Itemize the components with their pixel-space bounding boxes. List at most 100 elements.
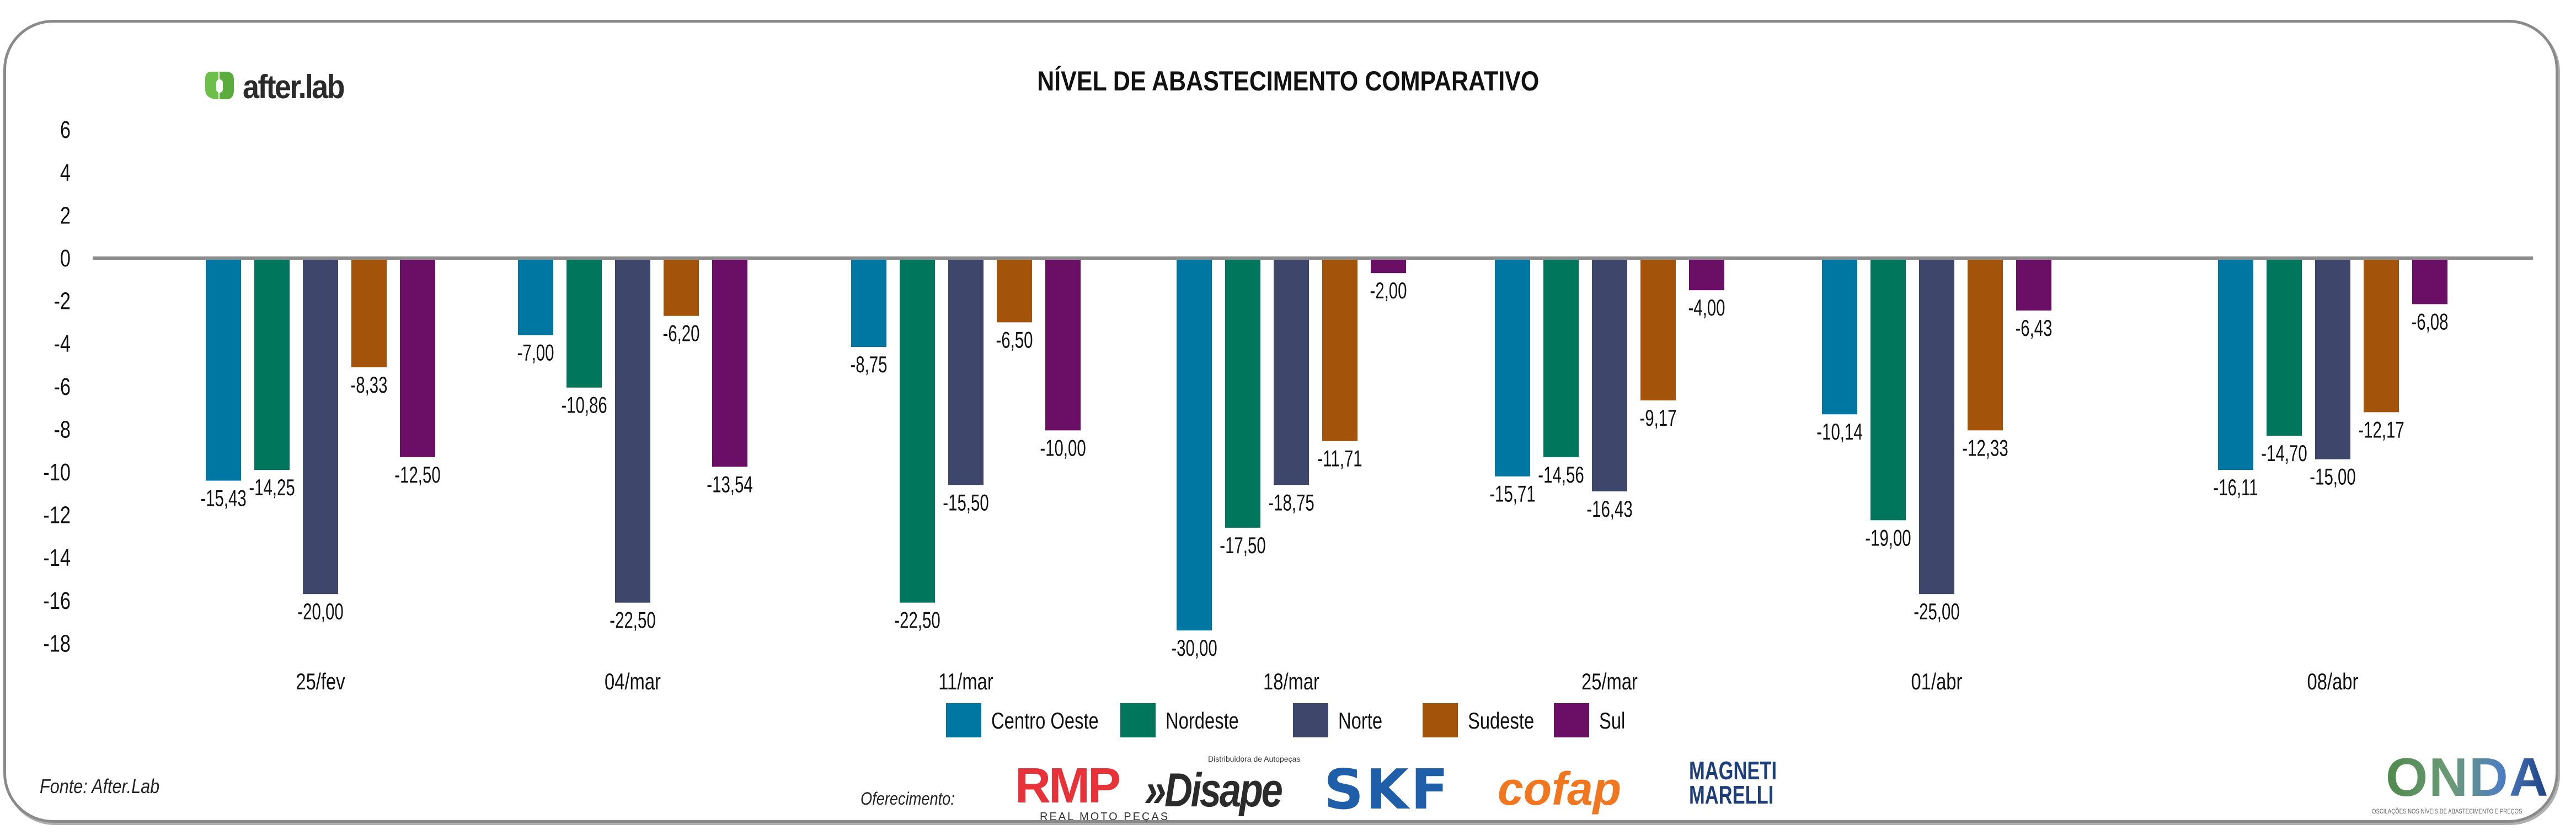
- afterlab-logo-icon: [205, 72, 234, 99]
- legend-swatch-nordeste: [1120, 703, 1156, 737]
- data-label: -6,50: [996, 326, 1033, 353]
- data-label: -8,33: [350, 372, 387, 398]
- x-tick-label: 11/mar: [938, 668, 993, 694]
- x-tick-label: 08/abr: [2307, 668, 2359, 694]
- bar-sul: [400, 260, 435, 457]
- cofap-logo: cofap: [1498, 763, 1622, 815]
- y-tick-label: -10: [43, 459, 71, 486]
- rmp-logo-subtitle: REAL MOTO PEÇAS: [1040, 811, 1170, 823]
- skf-logo: SKF: [1324, 757, 1451, 822]
- bar-norte: [303, 260, 338, 595]
- legend-label: Sul: [1599, 708, 1625, 734]
- bar-sul: [712, 260, 747, 467]
- data-label: -14,70: [2261, 440, 2307, 467]
- data-label: -12,50: [394, 462, 440, 488]
- data-label: -6,08: [2411, 308, 2448, 335]
- bar-sudeste: [664, 260, 699, 316]
- source-note: Fonte: After.Lab: [40, 775, 160, 797]
- legend-swatch-centro-oeste: [946, 703, 981, 737]
- onda-logo: ONDA: [2386, 747, 2550, 807]
- chart-frame: [3, 20, 2558, 823]
- x-tick-label: 18/mar: [1263, 668, 1319, 694]
- data-label: -6,43: [2015, 315, 2052, 341]
- bar-sul: [1045, 260, 1081, 431]
- bar-sudeste: [351, 260, 387, 367]
- bar-nordeste: [1225, 260, 1260, 528]
- bar-centro-oeste: [851, 260, 886, 347]
- y-tick-label: -12: [43, 502, 71, 529]
- bar-sul: [2412, 260, 2447, 304]
- bar-sul: [1371, 260, 1406, 274]
- data-label: -20,00: [297, 598, 343, 625]
- legend-swatch-sudeste: [1423, 703, 1458, 737]
- bar-sudeste: [2364, 260, 2399, 413]
- y-tick-label: -16: [43, 587, 71, 614]
- y-tick-label: 6: [60, 116, 71, 143]
- data-label: -7,00: [517, 339, 554, 366]
- bar-norte: [948, 260, 984, 485]
- legend-label: Nordeste: [1166, 708, 1239, 734]
- bar-centro-oeste: [1177, 260, 1212, 631]
- bar-centro-oeste: [206, 260, 241, 481]
- data-label: -2,00: [1370, 277, 1407, 304]
- bar-nordeste: [1870, 260, 1906, 521]
- sponsored-by-label: Oferecimento:: [861, 789, 955, 809]
- data-label: -15,00: [2310, 463, 2355, 490]
- data-label: -12,33: [1962, 435, 2008, 461]
- data-label: -30,00: [1171, 635, 1217, 661]
- data-label: -12,17: [2358, 416, 2404, 443]
- legend-swatch-norte: [1293, 703, 1328, 737]
- disape-logo: »Disape: [1145, 764, 1283, 817]
- chart-title: NÍVEL DE ABASTECIMENTO COMPARATIVO: [0, 65, 2576, 97]
- bar-centro-oeste: [2218, 260, 2253, 470]
- data-label: -13,54: [707, 471, 752, 497]
- data-label: -8,75: [850, 351, 887, 378]
- bar-nordeste: [2267, 260, 2302, 436]
- data-label: -16,11: [2213, 474, 2258, 501]
- y-tick-label: -4: [54, 330, 71, 357]
- y-tick-label: 2: [60, 202, 71, 229]
- data-label: -16,43: [1586, 496, 1632, 522]
- bar-nordeste: [566, 260, 602, 388]
- legend-swatch-sul: [1554, 703, 1589, 737]
- data-label: -4,00: [1688, 295, 1725, 321]
- data-label: -9,17: [1639, 405, 1676, 431]
- legend-label: Sudeste: [1468, 708, 1534, 734]
- rmp-logo: RMP: [1015, 758, 1121, 813]
- y-tick-label: -2: [54, 288, 71, 315]
- y-tick-label: 0: [60, 245, 71, 272]
- bar-norte: [1592, 260, 1627, 491]
- y-tick-label: -18: [43, 630, 71, 657]
- y-tick-label: -14: [43, 544, 71, 571]
- chart-title-text: NÍVEL DE ABASTECIMENTO COMPARATIVO: [1036, 66, 1540, 97]
- bar-sudeste: [1968, 260, 2003, 431]
- onda-tagline: OSCILAÇÕES NOS NÍVEIS DE ABASTECIMENTO E…: [2372, 807, 2522, 815]
- x-tick-label: 25/mar: [1581, 668, 1638, 694]
- afterlab-logo-text: after.lab: [243, 68, 345, 105]
- bar-nordeste: [900, 260, 935, 603]
- data-label: -10,14: [1816, 419, 1862, 445]
- bar-norte: [2315, 260, 2350, 459]
- magneti-marelli-logo: MAGNETI MARELLI: [1689, 756, 1777, 809]
- bar-centro-oeste: [518, 260, 553, 335]
- data-label: -15,43: [200, 485, 246, 511]
- bar-norte: [615, 260, 650, 603]
- bar-sul: [2016, 260, 2051, 311]
- bar-nordeste: [1543, 260, 1579, 457]
- bar-norte: [1274, 260, 1309, 485]
- data-label: -17,50: [1220, 532, 1265, 559]
- data-label: -22,50: [610, 607, 655, 633]
- legend-label: Norte: [1338, 708, 1382, 734]
- data-label: -11,71: [1317, 446, 1362, 472]
- bar-norte: [1919, 260, 1954, 595]
- data-label: -15,71: [1489, 481, 1535, 507]
- y-tick-label: -8: [54, 416, 71, 443]
- bar-sudeste: [1322, 260, 1358, 441]
- y-tick-label: 4: [60, 159, 71, 186]
- bar-nordeste: [254, 260, 290, 470]
- x-tick-label: 04/mar: [605, 668, 661, 694]
- afterlab-logo: after.lab: [200, 67, 355, 106]
- data-label: -15,50: [943, 489, 988, 516]
- data-label: -19,00: [1865, 524, 1911, 551]
